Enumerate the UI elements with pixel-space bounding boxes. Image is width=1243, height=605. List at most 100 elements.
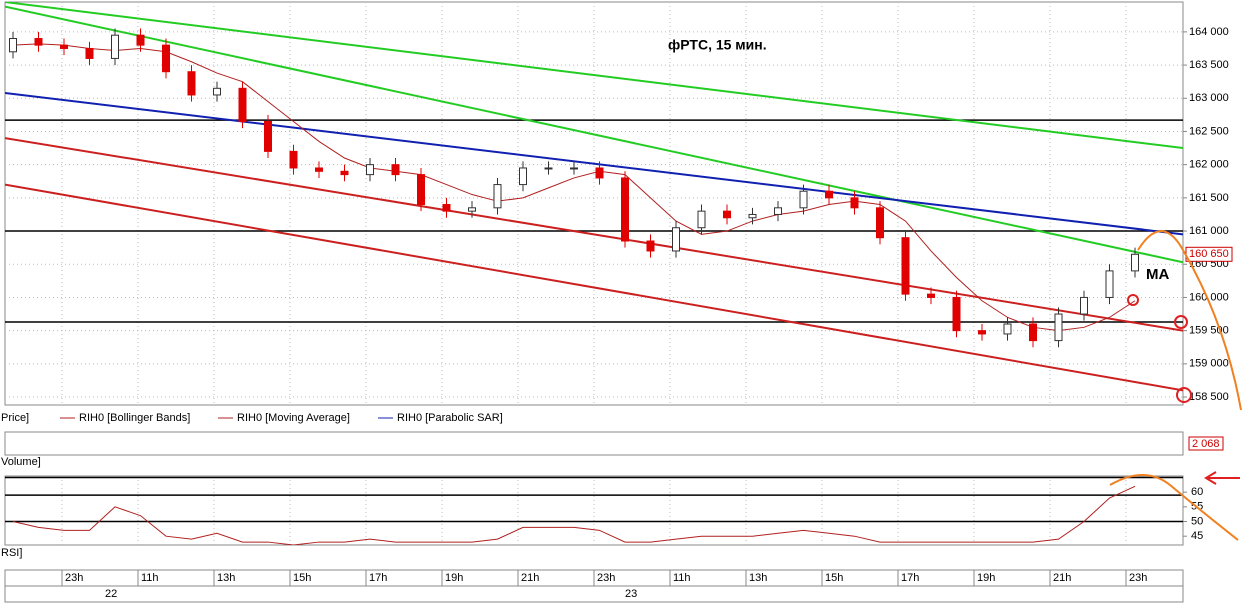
candle-body — [1080, 296, 1088, 315]
candle-body — [366, 164, 374, 176]
candle-body — [391, 164, 400, 176]
volume-panel — [4, 431, 1184, 456]
candle-body — [136, 34, 145, 46]
candle-body — [315, 167, 323, 172]
rsi-tick-label: 45 — [1191, 530, 1203, 542]
marker — [1127, 294, 1139, 306]
volume-box — [1188, 436, 1224, 451]
trend-line — [5, 137, 1183, 332]
time-label: 23h — [65, 572, 83, 584]
time-label: 19h — [977, 572, 995, 584]
forecast-curve — [1137, 230, 1242, 411]
candle-body — [60, 44, 68, 49]
candle-body — [289, 150, 298, 169]
last-price-label: 160 650 — [1189, 248, 1229, 260]
time-label: 11h — [673, 572, 691, 584]
time-label: 19h — [445, 572, 463, 584]
y-tick-label: 162 500 — [1189, 125, 1229, 137]
time-label: 23h — [597, 572, 615, 584]
candle-body — [238, 87, 247, 123]
candle-body — [1105, 270, 1114, 298]
candle-body — [1054, 313, 1063, 342]
time-label: 17h — [369, 572, 387, 584]
candle-body — [952, 296, 961, 332]
time-label: 13h — [217, 572, 235, 584]
candle-body — [1003, 323, 1012, 335]
legend-entry: Price] — [1, 412, 29, 424]
candle-body — [1131, 253, 1139, 272]
candle-body — [595, 167, 604, 179]
y-tick-label: 161 000 — [1189, 225, 1229, 237]
y-tick-label: 159 000 — [1189, 358, 1229, 370]
trend-line — [5, 183, 1183, 392]
candle-body — [774, 207, 782, 215]
candle-body — [9, 38, 17, 53]
rsi-plot — [5, 476, 1183, 545]
chart-title: фРТС, 15 мин. — [668, 37, 767, 53]
time-label: 11h — [141, 572, 159, 584]
candle-body — [621, 177, 629, 242]
candle-body — [264, 121, 272, 152]
candle-body — [85, 47, 94, 59]
rsi-label: RSI] — [1, 547, 22, 559]
arrow — [1204, 471, 1240, 485]
y-tick-label: 162 000 — [1189, 159, 1229, 171]
forecast-curve — [1109, 474, 1239, 541]
y-tick-label: 158 500 — [1189, 391, 1229, 403]
time-label: 17h — [901, 572, 919, 584]
candle-body — [1029, 323, 1037, 342]
y-tick-label: 161 500 — [1189, 192, 1229, 204]
candle-body — [825, 190, 833, 199]
candle-body — [187, 71, 196, 96]
trend-line — [5, 91, 1183, 236]
candle-body — [901, 237, 910, 295]
price-plot — [5, 2, 1183, 405]
candle-body — [493, 184, 502, 209]
date-label: 22 — [105, 588, 117, 600]
candle-body — [442, 203, 451, 212]
rsi-panel — [4, 475, 1184, 546]
annotation: MA — [1146, 266, 1169, 283]
candle-body — [34, 38, 43, 46]
candle-body — [570, 167, 578, 170]
y-tick-label: 164 000 — [1189, 26, 1229, 38]
time-label: 23h — [1129, 572, 1147, 584]
candle-body — [876, 207, 884, 239]
time-label: 21h — [1053, 572, 1071, 584]
candle-body — [927, 293, 935, 298]
legend-entry: RIH0 [Parabolic SAR] — [397, 412, 503, 424]
trend-line — [5, 2, 1183, 150]
candle-body — [340, 170, 349, 176]
candle-body — [468, 207, 476, 212]
rsi-line — [12, 485, 1136, 545]
candle-body — [417, 174, 425, 205]
y-tick-label: 159 500 — [1189, 325, 1229, 337]
y-tick-label: 163 500 — [1189, 59, 1229, 71]
marker — [1174, 315, 1188, 329]
volume-last: 2 068 — [1192, 438, 1220, 450]
rsi-tick-label: 50 — [1191, 515, 1203, 527]
legend-entry: RIH0 [Moving Average] — [237, 412, 350, 424]
rsi-tick-label: 60 — [1191, 486, 1203, 498]
time-label: 13h — [749, 572, 767, 584]
candle-body — [672, 227, 680, 252]
time-label: 15h — [293, 572, 311, 584]
candle-body — [978, 330, 986, 335]
trend-line — [5, 5, 1183, 264]
candle-body — [519, 167, 527, 186]
candle-body — [723, 210, 731, 219]
price-panel — [4, 1, 1184, 406]
y-tick-label: 160 000 — [1189, 291, 1229, 303]
candle-body — [748, 213, 757, 219]
marker — [1176, 387, 1192, 403]
legend-entry: RIH0 [Bollinger Bands] — [79, 412, 190, 424]
ma-line — [12, 43, 1136, 332]
candle-body — [162, 44, 170, 73]
time-label: 21h — [521, 572, 539, 584]
candle-body — [544, 167, 553, 170]
y-tick-label: 163 000 — [1189, 92, 1229, 104]
candle-body — [646, 240, 655, 252]
candle-body — [799, 190, 808, 209]
date-label: 23 — [625, 588, 637, 600]
